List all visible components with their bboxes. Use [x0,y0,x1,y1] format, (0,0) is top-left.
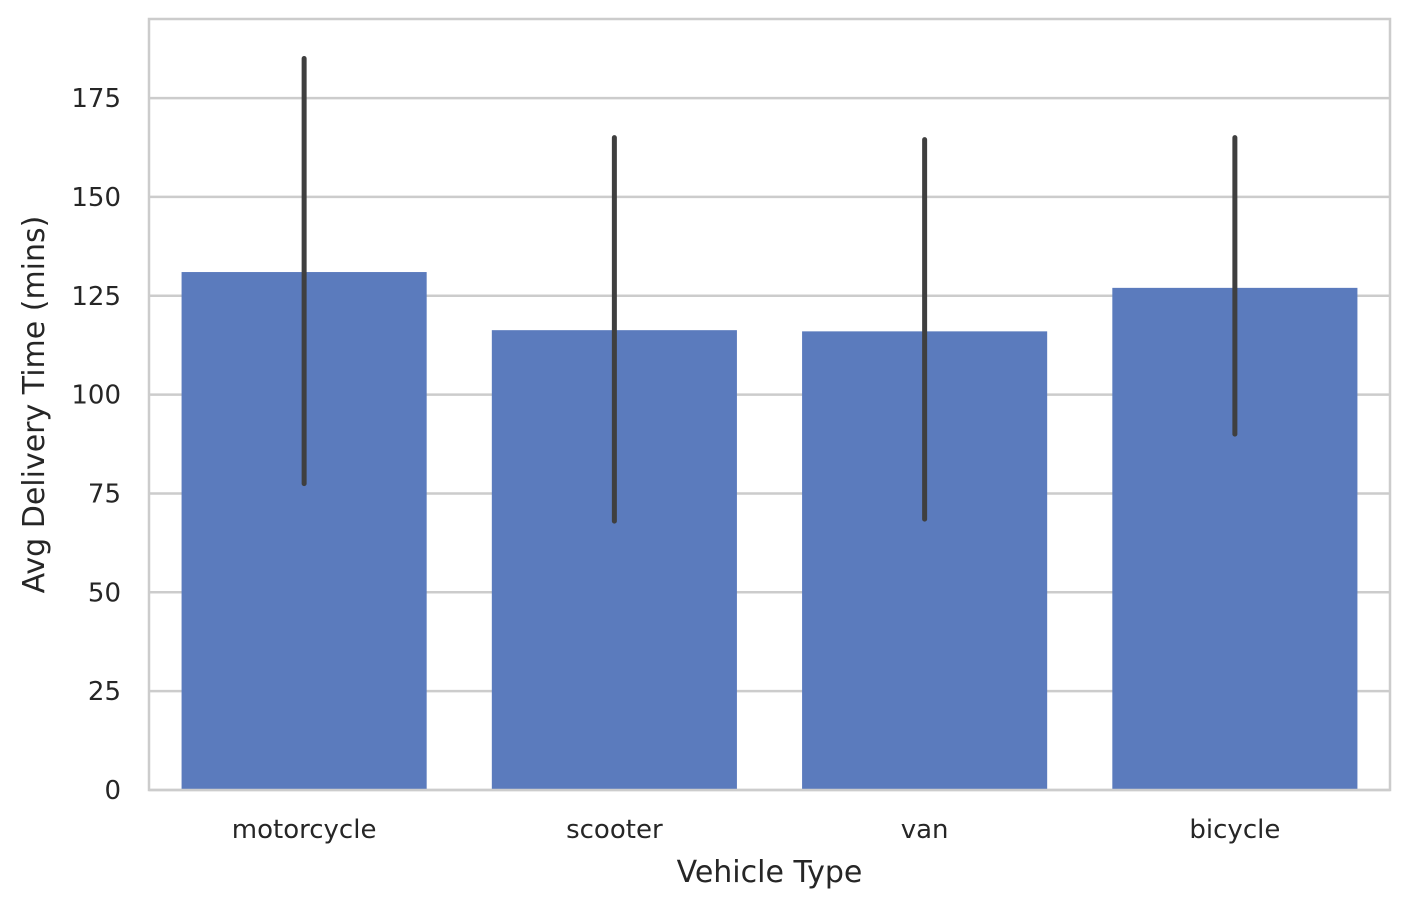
y-tick-label: 100 [71,381,121,411]
y-tick-label: 50 [88,578,121,608]
bars [181,272,1358,790]
x-axis-label: Vehicle Type [677,855,863,890]
y-tick-label: 150 [71,183,121,213]
y-tick-label: 0 [104,776,121,806]
y-tick-label: 25 [88,677,121,707]
x-tick-label: van [901,815,949,845]
y-axis-label: Avg Delivery Time (mins) [17,216,52,594]
x-tick-label: scooter [566,815,663,845]
y-tick-label: 125 [71,282,121,312]
x-tick-label: motorcycle [232,815,377,845]
y-tick-labels: 0 25 50 75 100 125 150 175 [71,84,121,806]
x-tick-labels: motorcycle scooter van bicycle [232,815,1281,845]
y-tick-label: 75 [88,479,121,509]
plot-frame [147,17,1392,792]
x-tick-label: bicycle [1189,815,1280,845]
y-tick-label: 175 [71,84,121,114]
error-bars [301,56,1238,524]
